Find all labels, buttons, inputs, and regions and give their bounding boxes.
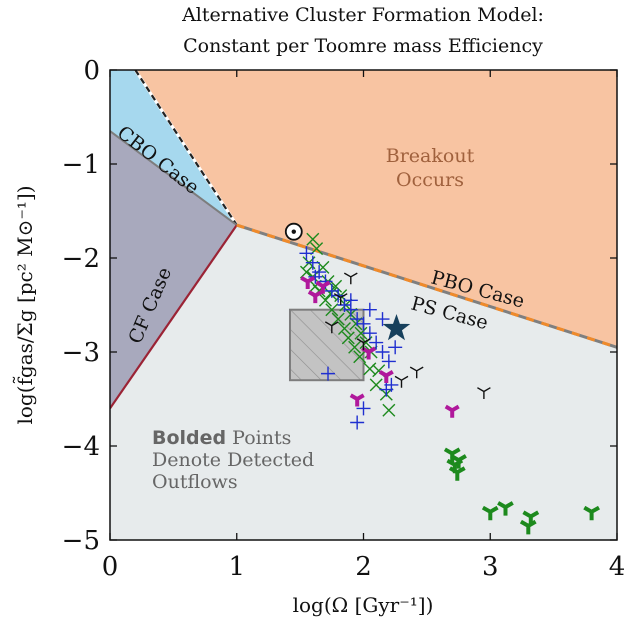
x-tick-label: 0 [102,552,119,582]
data-point-x-green [337,322,351,335]
x-tick-label: 2 [355,552,372,582]
data-point-tri-bold-green [481,505,499,521]
note-rest: Points [226,427,291,449]
pbo-boundary-dash [236,223,617,349]
data-point-+-blue [299,246,314,261]
breakout-label-2: Occurs [396,169,464,191]
data-point-tri-magenta [349,393,365,407]
y-tick-label: −3 [62,338,100,368]
data-point-+-blue [350,415,365,430]
data-point-+-blue [375,345,390,359]
data-point-tri-magenta [300,276,316,289]
x-tick-label: 4 [609,552,626,582]
data-point-x-green [382,403,396,417]
y-tick-label: −5 [62,526,100,556]
region-breakout [135,70,617,348]
data-point-+-blue [381,354,396,369]
y-axis-label: log(f̃gas/Σg [pc² M⊙⁻¹]) [13,185,37,424]
data-point-tri-magenta [378,370,394,383]
data-point-tri-black [333,293,348,305]
data-point-x-green [363,362,377,376]
data-point-tri-bold-green [583,505,600,521]
data-point-tri-bold-green [448,466,466,481]
data-point-+-blue [388,340,403,355]
data-point-+-blue [362,326,377,341]
cf-breakout-boundary [110,130,238,226]
star-icon [382,313,411,341]
data-point-tri-magenta [444,404,460,418]
data-point-tri-magenta [307,290,323,304]
data-point-tri-bold-green [519,519,537,535]
data-marks [299,232,600,535]
data-point-+-blue [308,269,323,284]
data-point-tri-magenta [315,280,331,294]
x-tick-label: 1 [228,552,245,582]
data-point-+-blue [343,293,358,308]
data-point-x-green [353,350,367,364]
data-point-x-green [325,303,339,317]
chart-title-line2: Constant per Toomre mass Efficiency [183,35,543,57]
region-cbo [110,70,237,226]
data-point-x-green [354,326,368,340]
y-tick-label: −4 [62,432,100,462]
note-line-2: Denote Detected [152,449,314,471]
data-point-+-blue [305,255,320,270]
data-point-x-green [318,293,332,307]
data-point-x-green [348,340,362,354]
x-axis-label: log(Ω [Gyr⁻¹]) [293,593,434,617]
data-point-+-blue [369,335,384,350]
cf-ps-boundary [110,224,238,410]
y-axis-ticks: 0 −1 −2 −3 −4 −5 [62,56,617,556]
data-point-+-blue [375,312,390,327]
breakout-label-1: Breakout [386,145,475,167]
y-tick-label: 0 [83,56,100,86]
data-point-tri-black [409,366,424,379]
x-axis-ticks: 0 1 2 3 4 [102,70,626,582]
data-point-tri-black [477,387,491,399]
regions [110,70,617,540]
y-tick-label: −2 [62,244,100,274]
data-point-x-green [331,312,345,326]
note-bold: Bolded [152,427,226,449]
y-tick-label: −1 [62,150,100,180]
data-point-+-blue [356,401,371,416]
note-line-1: Bolded Points [152,427,291,449]
data-point-tri-black [324,321,339,334]
chart-title-line1: Alternative Cluster Formation Model: [181,4,544,26]
data-point-tri-black [356,338,371,351]
sun-icon [284,222,303,241]
data-point-+-blue [356,316,371,331]
data-point-tri-black [343,272,358,285]
data-point-tri-bold-green [450,454,467,469]
data-point-+-blue [379,382,394,397]
data-point-tri-bold-green [497,501,514,516]
data-point-+-blue [321,366,336,381]
data-point-x-green [306,232,320,246]
data-point-+-blue [362,302,377,317]
note-line-3: Outflows [152,471,238,493]
data-point-tri-black [394,375,409,388]
cbo-boundary-dash [134,70,238,226]
data-point-x-green [324,287,338,301]
region-ps [110,225,617,540]
x-tick-label: 3 [482,552,499,582]
data-point-x-green [341,331,355,345]
region-cf [110,131,237,409]
